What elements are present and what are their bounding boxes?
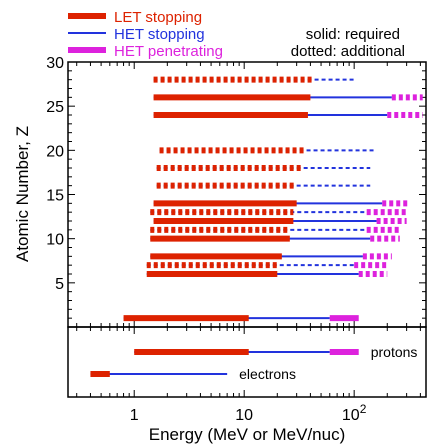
legend: LET stopping HET stopping HET penetratin… <box>68 9 405 60</box>
legend-note-solid: solid: required <box>306 26 400 43</box>
y-tick-label: 25 <box>46 99 64 116</box>
particle-label: electrons <box>239 366 296 382</box>
x-axis-label: Energy (MeV or MeV/nuc) <box>149 425 346 444</box>
ions-panel-frame <box>67 61 427 328</box>
data-marks: protons electrons <box>90 76 423 382</box>
legend-note-dotted: dotted: additional <box>291 43 405 60</box>
particle-label: protons <box>371 344 418 360</box>
y-tick-label: 30 <box>46 55 64 72</box>
axis-labels: Energy (MeV or MeV/nuc) Atomic Number, Z <box>13 126 345 444</box>
particles-panel-frame <box>67 326 427 398</box>
x-tick-label: 10 <box>235 407 253 424</box>
y-tick-label: 5 <box>55 276 64 293</box>
y-axis-label: Atomic Number, Z <box>13 126 32 262</box>
legend-label-het: HET stopping <box>114 26 205 43</box>
legend-label-let: LET stopping <box>114 9 202 26</box>
y-tick-label: 20 <box>46 143 64 160</box>
x-tick-label: 1 <box>130 407 139 424</box>
y-tick-label: 15 <box>46 188 64 205</box>
axes: 5 10 15 20 25 30 1 10 102 <box>46 55 427 424</box>
x-tick-label: 102 <box>342 402 367 424</box>
axis-ticks: 5 10 15 20 25 30 1 10 102 <box>46 55 426 424</box>
legend-label-pen: HET penetrating <box>114 43 223 60</box>
y-tick-label: 10 <box>46 232 64 249</box>
